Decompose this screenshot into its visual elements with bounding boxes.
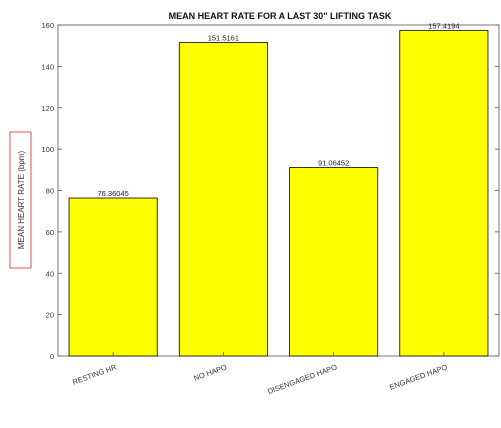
y-axis: 0 20 40 60 80 100 120 140 160 xyxy=(41,21,499,361)
y-axis-label: MEAN HEART RATE (bpm) xyxy=(17,151,26,250)
y-tick-label: 60 xyxy=(46,228,54,237)
bars-group: 76.36045 151.5161 91.06452 157.4194 xyxy=(68,21,489,357)
x-tick-label: ENGAGED HAPO xyxy=(388,362,448,391)
y-tick-label: 160 xyxy=(41,21,54,30)
data-label: 91.06452 xyxy=(318,159,349,168)
y-tick-label: 80 xyxy=(46,187,54,196)
x-tick-label: DISENGAGED HAPO xyxy=(266,362,338,396)
y-tick-label: 40 xyxy=(46,269,54,278)
x-tick-label: NO HAPO xyxy=(192,362,228,382)
bar xyxy=(68,197,158,357)
y-tick-label: 120 xyxy=(41,104,54,113)
y-tick-label: 100 xyxy=(41,145,54,154)
bar xyxy=(289,167,379,357)
data-label: 157.4194 xyxy=(428,21,459,30)
y-tick-label: 140 xyxy=(41,62,54,71)
data-label: 151.5161 xyxy=(208,34,239,43)
x-tick-label: RESTING HR xyxy=(71,362,118,386)
bar xyxy=(178,42,268,357)
y-tick-label: 0 xyxy=(50,352,54,361)
data-label: 76.36045 xyxy=(97,189,128,198)
y-tick-label: 20 xyxy=(46,311,54,320)
chart-title: MEAN HEART RATE FOR A LAST 30" LIFTING T… xyxy=(169,11,392,21)
bar xyxy=(399,29,489,357)
x-axis: RESTING HR NO HAPO DISENGAGED HAPO ENGAGED … xyxy=(71,352,449,396)
ylabel-box xyxy=(9,131,32,269)
